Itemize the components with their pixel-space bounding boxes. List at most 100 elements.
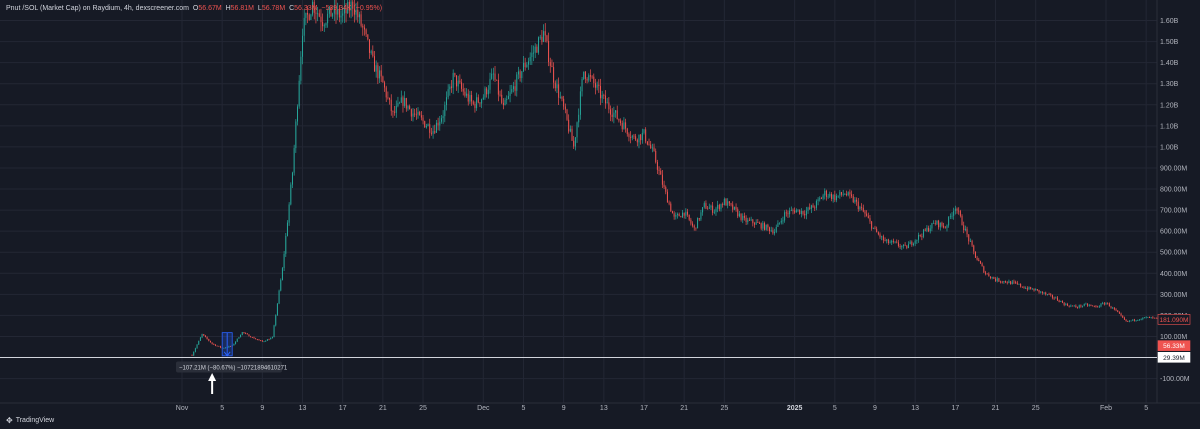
candle-body bbox=[958, 210, 960, 212]
candle-body bbox=[789, 210, 791, 215]
price-tick-label: 1.50B bbox=[1160, 39, 1179, 46]
candle-body bbox=[461, 82, 463, 89]
candle-body bbox=[435, 122, 437, 133]
candle-body bbox=[717, 204, 719, 209]
candle-body bbox=[1088, 305, 1090, 307]
candle-body bbox=[1038, 289, 1040, 293]
candle-body bbox=[1028, 287, 1030, 290]
candle-body bbox=[211, 342, 213, 344]
candle-body bbox=[300, 56, 302, 81]
candle-body bbox=[988, 273, 990, 277]
candle-body bbox=[283, 253, 285, 269]
candle-body bbox=[998, 278, 1000, 282]
candle-body bbox=[753, 223, 755, 225]
tradingview-logo[interactable]: ✥ TradingView bbox=[6, 416, 54, 425]
candle-body bbox=[241, 332, 243, 336]
candle-body bbox=[732, 204, 734, 210]
candle-body bbox=[1090, 305, 1092, 307]
price-axis[interactable]: 1.60B 1.50B 1.40B 1.30B 1.20B 1.10B 1.00B 900.0… bbox=[1160, 18, 1190, 383]
candle-body bbox=[198, 340, 200, 345]
candle-body bbox=[601, 95, 603, 99]
candle-body bbox=[1145, 316, 1147, 318]
price-label-box bbox=[1157, 352, 1191, 363]
candle-body bbox=[799, 209, 801, 214]
candle-body bbox=[762, 223, 764, 229]
candle-body bbox=[481, 99, 483, 104]
candle-body bbox=[1108, 303, 1110, 307]
candle-body bbox=[1063, 302, 1065, 306]
candle-body bbox=[857, 201, 859, 210]
price-tick-label: 1.20B bbox=[1160, 102, 1179, 109]
candle-body bbox=[700, 212, 702, 220]
candle-body bbox=[335, 5, 337, 15]
time-tick-label: 21 bbox=[379, 405, 387, 412]
candle-body bbox=[650, 144, 652, 149]
candle-body bbox=[1095, 306, 1097, 307]
candle-body bbox=[497, 79, 499, 95]
candle-body bbox=[278, 290, 280, 304]
candle-body bbox=[790, 210, 792, 211]
candle-body bbox=[450, 86, 453, 88]
candle-body bbox=[765, 224, 767, 230]
candle-body bbox=[743, 215, 745, 218]
candle-body bbox=[380, 70, 382, 77]
candle-body bbox=[385, 87, 387, 98]
candle-body bbox=[1046, 294, 1048, 295]
candle-body bbox=[1107, 302, 1109, 304]
candle-body bbox=[640, 134, 642, 141]
candle-body bbox=[794, 210, 796, 213]
candle-body bbox=[1154, 317, 1156, 319]
candle-body bbox=[678, 214, 680, 217]
candle-body bbox=[981, 263, 983, 267]
candle-body bbox=[594, 83, 596, 88]
candle-body bbox=[1048, 294, 1050, 295]
candle-body bbox=[342, 13, 344, 16]
candle-body bbox=[812, 205, 814, 208]
candle-body bbox=[409, 106, 411, 110]
candle-body bbox=[370, 51, 372, 53]
candle-body bbox=[554, 82, 556, 89]
candle-body bbox=[193, 351, 195, 356]
candle-body bbox=[271, 337, 273, 338]
candle-body bbox=[954, 208, 956, 211]
ohlc-low-value: 56.78M bbox=[261, 5, 286, 12]
price-tick-label: 1.10B bbox=[1160, 123, 1179, 130]
candle-body bbox=[683, 212, 685, 216]
candle-body bbox=[1138, 319, 1140, 321]
candle-body bbox=[643, 129, 645, 133]
candle-body bbox=[368, 39, 370, 53]
candle-body bbox=[1068, 305, 1070, 307]
candle-body bbox=[1117, 310, 1119, 313]
candle-body bbox=[936, 220, 938, 224]
candle-body bbox=[1130, 320, 1132, 322]
candle-body bbox=[462, 88, 464, 92]
candle-body bbox=[568, 119, 570, 132]
candle-body bbox=[333, 5, 335, 14]
ohlc-open-label: O bbox=[192, 5, 199, 12]
candle-body bbox=[638, 134, 640, 143]
candle-body bbox=[730, 203, 732, 205]
measure-arrow-head bbox=[223, 351, 231, 357]
candle-body bbox=[265, 340, 267, 342]
candle-body bbox=[230, 346, 232, 347]
candle-body bbox=[410, 109, 412, 117]
candle-body bbox=[457, 80, 459, 87]
candle-body bbox=[680, 216, 682, 218]
time-tick-label: 13 bbox=[911, 405, 919, 412]
candle-body bbox=[538, 37, 540, 53]
candle-body bbox=[727, 201, 729, 206]
candle-body bbox=[449, 86, 451, 90]
candle-body bbox=[434, 131, 436, 133]
candle-body bbox=[1155, 317, 1157, 319]
candle-body bbox=[904, 244, 906, 246]
ohlc-high-value: 56.81M bbox=[230, 5, 255, 12]
candle-body bbox=[1075, 305, 1077, 308]
candle-body bbox=[707, 208, 709, 210]
candle-body bbox=[1100, 303, 1102, 307]
time-axis[interactable]: Nov 5 9 13 17 21 25 Dec 5 9 13 17 21 25 2025 5 9 13 17 21 25… bbox=[176, 405, 1148, 412]
candle-body bbox=[817, 199, 819, 202]
candle-body bbox=[467, 93, 469, 102]
candle-body bbox=[360, 14, 362, 26]
drawing-annotations: −107.21M (−80.67%) −10721894610271 bbox=[0, 332, 1157, 394]
